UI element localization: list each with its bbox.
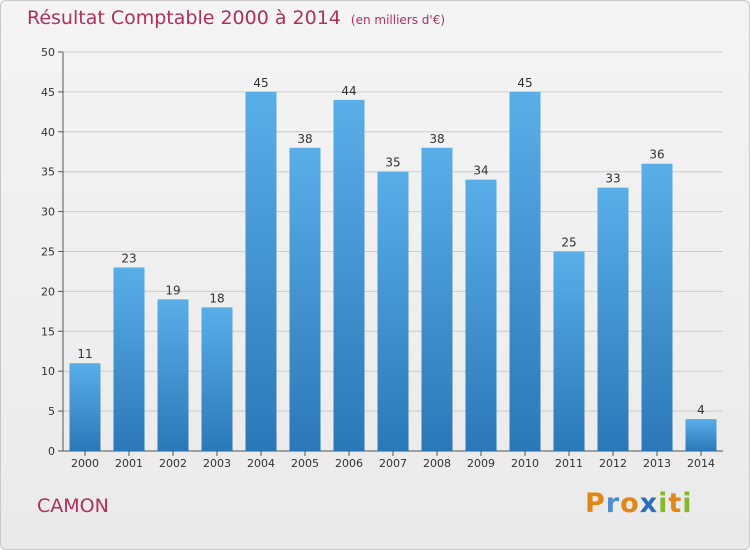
bar — [509, 91, 541, 452]
bar — [685, 419, 717, 451]
chart-title-unit: (en milliers d'€) — [350, 13, 446, 27]
bar — [333, 99, 365, 451]
bar — [421, 147, 453, 451]
data-label: 38 — [297, 132, 312, 146]
data-label: 44 — [341, 84, 356, 98]
x-tick-label: 2014 — [687, 457, 715, 470]
x-tick-label: 2007 — [379, 457, 407, 470]
x-tick-label: 2002 — [159, 457, 187, 470]
bar — [245, 91, 277, 452]
y-tick-label: 30 — [41, 206, 55, 219]
x-tick-label: 2004 — [247, 457, 275, 470]
y-tick-label: 25 — [41, 246, 55, 259]
proxiti-logo: Proxiti — [585, 488, 693, 519]
y-tick-label: 5 — [48, 405, 55, 418]
chart-title-text: Résultat Comptable 2000 à 2014 — [27, 7, 341, 29]
bar — [289, 147, 321, 451]
x-tick-label: 2008 — [423, 457, 451, 470]
y-tick-label: 50 — [41, 46, 55, 59]
bar — [641, 163, 673, 451]
logo-letter: i — [658, 488, 669, 519]
y-tick-label: 20 — [41, 285, 55, 298]
labels: 11 23 19 18 45 38 44 35 38 34 45 25 33 36 4 — [77, 76, 704, 417]
data-label: 19 — [165, 283, 180, 297]
data-label: 23 — [121, 251, 136, 265]
logo-letter: r — [605, 488, 621, 519]
data-label: 33 — [605, 172, 620, 186]
chart-title: Résultat Comptable 2000 à 2014 (en millie… — [27, 7, 445, 29]
y-tick-label: 40 — [41, 126, 55, 139]
bar — [597, 187, 629, 451]
logo-letter: o — [620, 488, 640, 519]
x-tick-label: 2005 — [291, 457, 319, 470]
x-tick-label: 2011 — [555, 457, 583, 470]
x-tick-label: 2010 — [511, 457, 539, 470]
bar — [69, 363, 101, 451]
bar — [465, 179, 497, 451]
x-tick-label: 2001 — [115, 457, 143, 470]
x-tick-label: 2009 — [467, 457, 495, 470]
x-tick-label: 2003 — [203, 457, 231, 470]
bars — [69, 91, 717, 452]
bar — [113, 267, 145, 451]
y-tick-label: 45 — [41, 86, 55, 99]
data-label: 4 — [697, 403, 705, 417]
data-label: 45 — [517, 76, 532, 90]
data-label: 18 — [209, 291, 224, 305]
bar — [377, 171, 409, 451]
data-label: 36 — [649, 148, 664, 162]
data-label: 34 — [473, 164, 488, 178]
bar — [553, 251, 585, 451]
data-label: 11 — [77, 347, 92, 361]
y-tick-label: 10 — [41, 365, 55, 378]
data-label: 25 — [561, 236, 576, 250]
x-tick-label: 2013 — [643, 457, 671, 470]
logo-letter: t — [668, 488, 683, 519]
data-label: 38 — [429, 132, 444, 146]
bar — [157, 299, 189, 451]
x-tick-label: 2006 — [335, 457, 363, 470]
data-label: 35 — [385, 156, 400, 170]
x-tick-label: 2012 — [599, 457, 627, 470]
y-tick-label: 0 — [48, 445, 55, 458]
y-tick-label: 15 — [41, 325, 55, 338]
x-tick-label: 2000 — [71, 457, 99, 470]
commune-name: CAMON — [37, 495, 109, 517]
y-tick-label: 35 — [41, 166, 55, 179]
data-label: 45 — [253, 76, 268, 90]
logo-letter: i — [682, 488, 693, 519]
logo-letter: P — [585, 488, 606, 519]
bar — [201, 307, 233, 451]
logo-letter: x — [639, 488, 659, 519]
